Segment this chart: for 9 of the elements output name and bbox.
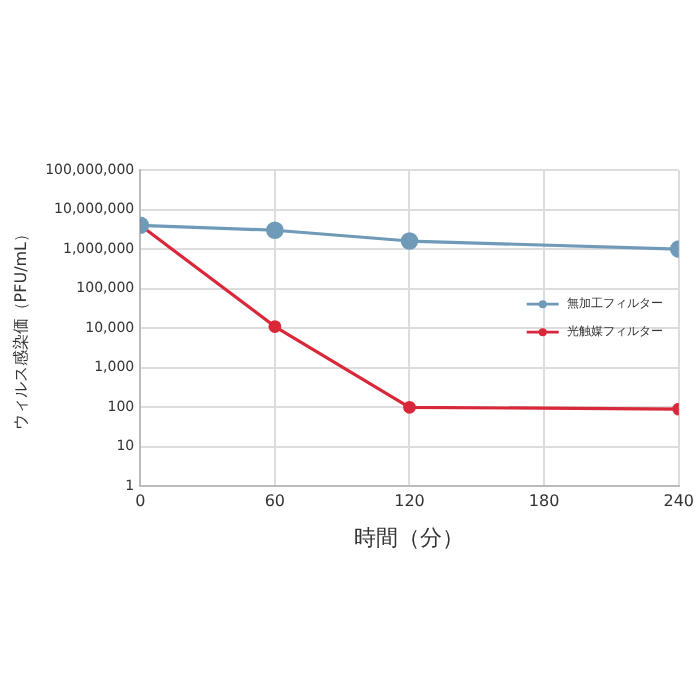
point bbox=[268, 320, 282, 333]
x-tick-label: 180 bbox=[528, 492, 560, 511]
x-tick-label: 240 bbox=[663, 492, 695, 511]
point bbox=[403, 400, 416, 414]
x-axis-title: 時間（分） bbox=[354, 524, 465, 551]
x-tick-label: 120 bbox=[394, 492, 425, 511]
x-tick-label: 60 bbox=[264, 492, 286, 511]
x-tick-label: 0 bbox=[135, 492, 146, 511]
y-axis-title: ウィルス感染価（PFU/mL） bbox=[11, 225, 30, 431]
